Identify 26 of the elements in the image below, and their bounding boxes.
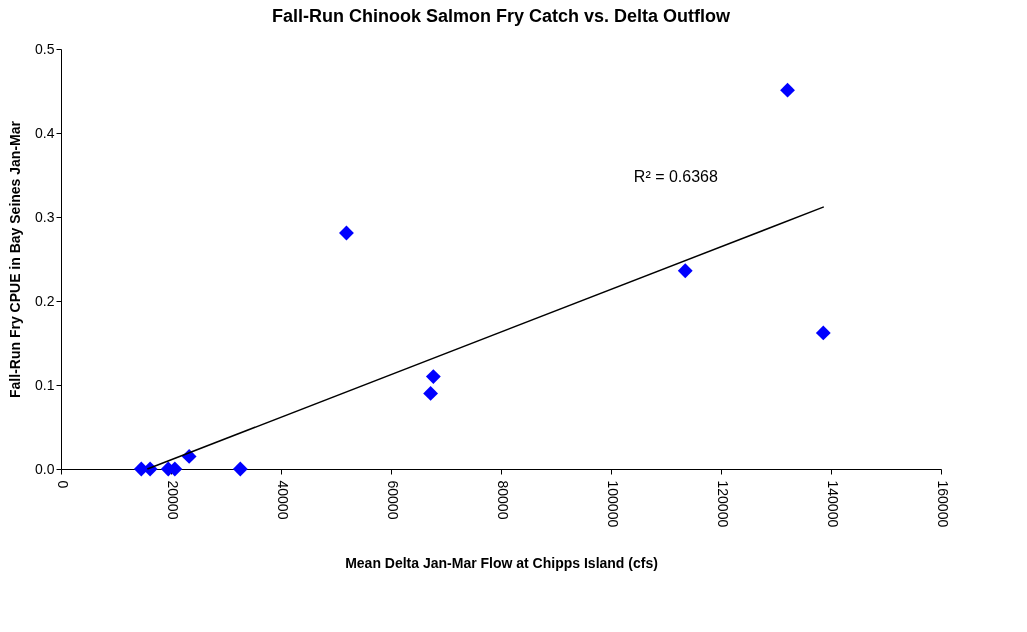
point: [780, 82, 795, 98]
y-tick-label: 0.4: [35, 124, 55, 141]
point: [232, 461, 248, 477]
y-tick-label: 0.1: [35, 376, 55, 393]
annotation: R² = 0.6368: [633, 167, 719, 185]
x-tick-label: 100000: [604, 480, 621, 528]
x-tick-label: 160000: [934, 480, 951, 528]
chart-title: Fall-Run Chinook Salmon Fry Catch vs. Delta Outflow: [271, 6, 732, 26]
x-tick-label: 120000: [714, 480, 731, 528]
x-tick-label: 140000: [824, 480, 841, 528]
point: [425, 369, 441, 385]
x-tick-label: 60000: [384, 480, 401, 520]
x-tick-label: 40000: [274, 480, 291, 520]
x-tick-label: 80000: [494, 480, 511, 520]
point: [339, 225, 354, 241]
y-tick-label: 0.5: [35, 40, 55, 57]
y-tick-label: 0.2: [35, 292, 55, 309]
y-tick-label: 0.0: [35, 460, 55, 477]
x-axis-title: Mean Delta Jan-Mar Flow at Chipps Island (cfs): [345, 555, 658, 572]
y-axis-title: Fall-Run Fry CPUE in Bay Seines Jan-Mar: [7, 120, 24, 398]
x-tick-label: 0: [54, 480, 71, 489]
point: [423, 385, 439, 401]
x-tick-label: 20000: [164, 480, 181, 520]
y-tick-label: 0.3: [35, 208, 55, 225]
point: [815, 325, 831, 341]
point: [677, 263, 693, 279]
